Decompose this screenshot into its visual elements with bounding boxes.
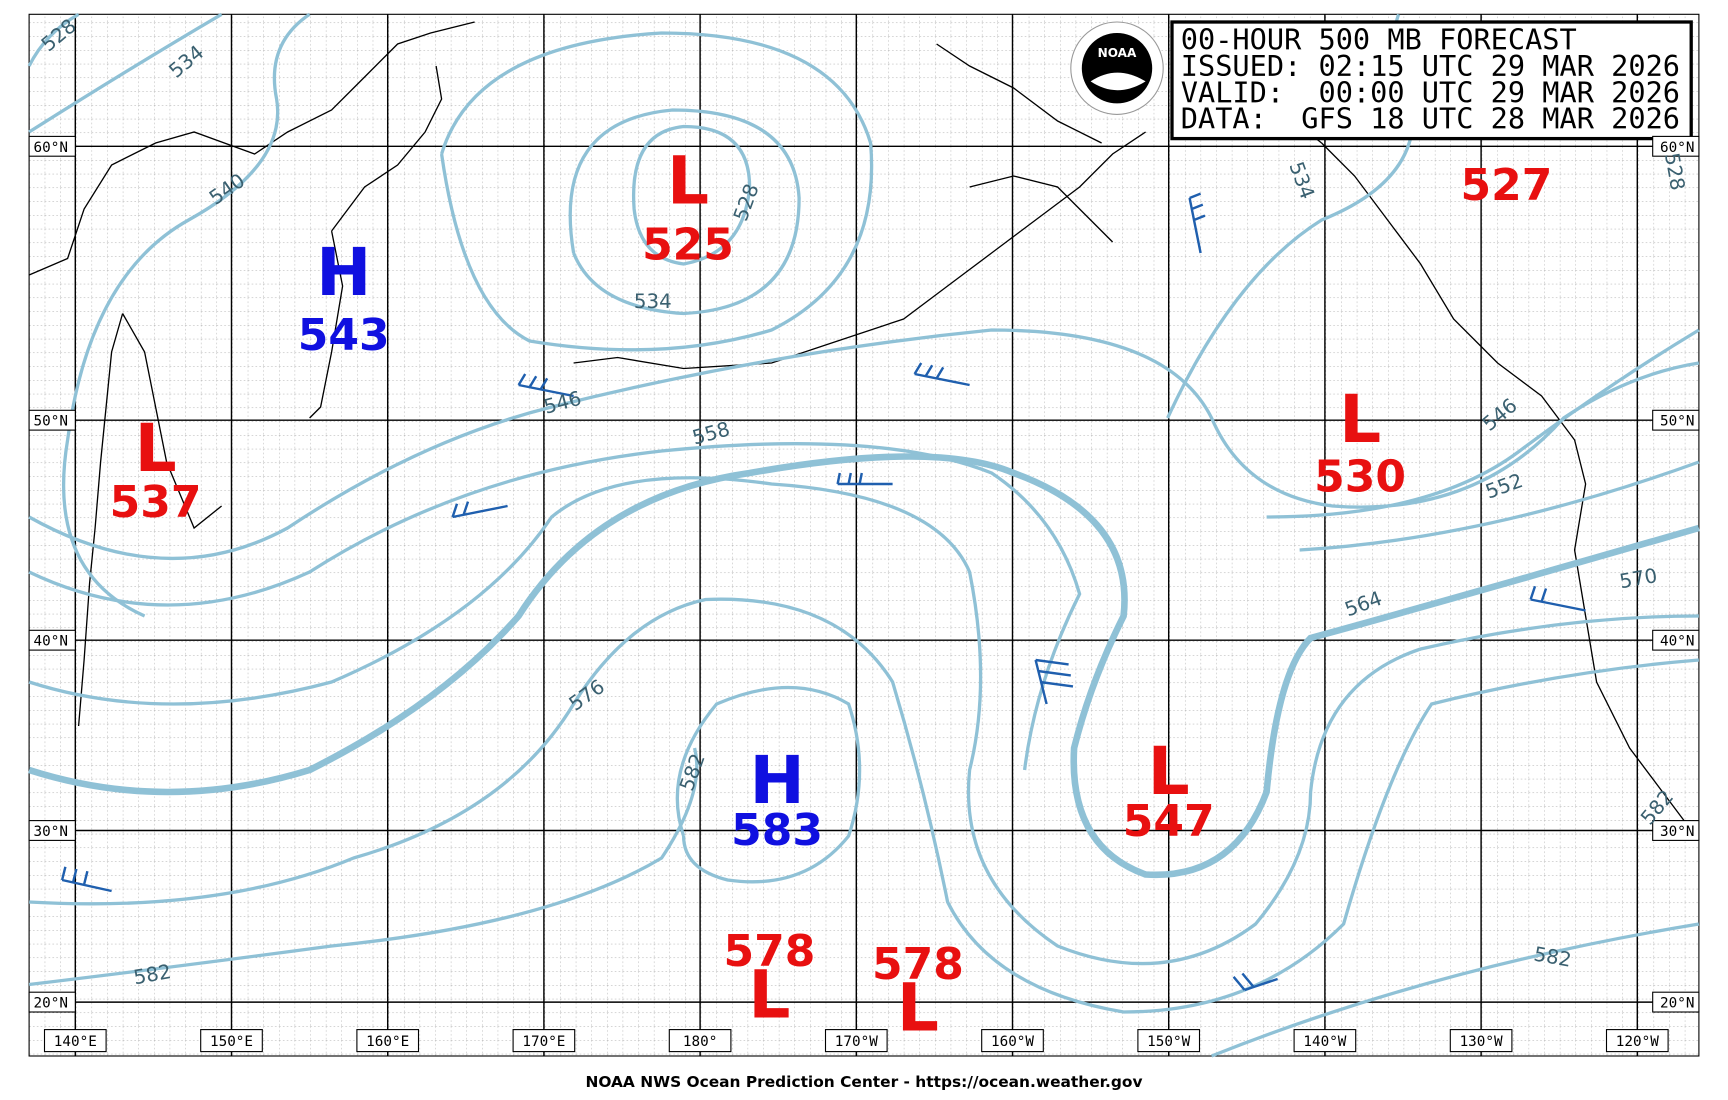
lat-label-box [28, 820, 76, 841]
lat-label: 40°N [1660, 634, 1694, 650]
labels: 140°E 150°E 160°E 170°E 180° 170°W 160°W 150°W 1… [28, 14, 1700, 1053]
contour-label: 534 [634, 290, 672, 313]
map-frame [28, 13, 1700, 1057]
lon-label: 150°W [1147, 1034, 1190, 1050]
logo-text: NOAA [1098, 46, 1137, 60]
lat-label: 30°N [34, 824, 68, 840]
header-line: VALID: 00:00 UTC 29 MAR 2026 [1181, 75, 1680, 109]
logo-disc [1081, 33, 1153, 104]
lon-label-box [356, 1029, 420, 1053]
lon-label: 180° [683, 1034, 717, 1050]
center-value: 583 [731, 805, 823, 856]
center-value: 578 [723, 926, 815, 977]
lon-label-box [668, 1029, 732, 1053]
lon-label-box [43, 1029, 107, 1053]
lon-label-box [1449, 1029, 1513, 1053]
coastlines [28, 21, 1697, 837]
lat-label: 60°N [34, 140, 68, 156]
lon-label-box [1605, 1029, 1669, 1053]
lat-label-box [28, 409, 76, 431]
lon-label: 140°E [54, 1034, 97, 1050]
lon-label: 170°W [835, 1034, 878, 1050]
lon-label: 150°E [210, 1034, 253, 1050]
logo-bird [1090, 72, 1146, 91]
lat-label: 40°N [34, 634, 68, 650]
header-box [1170, 20, 1693, 141]
lon-label: 160°W [991, 1034, 1034, 1050]
center-value: 525 [642, 220, 734, 271]
center-value: 543 [298, 310, 390, 361]
lon-label: 160°E [366, 1034, 409, 1050]
lat-label: 60°N [1660, 140, 1694, 156]
lon-label-box [200, 1029, 263, 1053]
center-letter: L [897, 970, 939, 1047]
noaa-logo: NOAA [1070, 21, 1164, 115]
lon-label-box [981, 1029, 1044, 1053]
lat-label: 20°N [1660, 996, 1694, 1012]
lat-label: 30°N [1660, 824, 1694, 840]
header-line: DATA: GFS 18 UTC 28 MAR 2026 [1181, 102, 1680, 136]
center-letter: H [316, 234, 371, 311]
lat-label: 50°N [1660, 414, 1694, 430]
header-line: 00-HOUR 500 MB FORECAST [1181, 22, 1577, 56]
lon-label: 120°W [1616, 1034, 1659, 1050]
lon-label-box [824, 1029, 888, 1053]
center-letter: L [667, 143, 709, 220]
center-letter: L [135, 410, 177, 487]
lon-label-box [1293, 1029, 1357, 1053]
center-value: 527 [1460, 160, 1552, 211]
lat-label-box [1652, 629, 1700, 651]
lon-label-box [1137, 1029, 1201, 1053]
center-value: 547 [1123, 796, 1215, 847]
center-letter: L [748, 956, 790, 1033]
wind-barbs [60, 192, 1586, 992]
lon-label: 170°E [522, 1034, 565, 1050]
lat-label-box [28, 629, 76, 651]
lat-label: 50°N [34, 414, 68, 430]
center-letter: L [1339, 381, 1381, 458]
lon-label: 140°W [1303, 1034, 1346, 1050]
lat-label-box [28, 991, 76, 1013]
footer: NOAA NWS Ocean Prediction Center - https… [585, 1073, 1142, 1091]
lat-label-box [1652, 409, 1700, 431]
center-letter: L [1148, 733, 1190, 810]
graticule [29, 14, 1699, 1056]
lat-label: 20°N [34, 996, 68, 1012]
center-letter: H [749, 742, 804, 819]
center-value: 530 [1314, 452, 1406, 503]
center-value: 578 [872, 939, 964, 990]
lon-label: 130°W [1460, 1034, 1503, 1050]
header-line: ISSUED: 02:15 UTC 29 MAR 2026 [1181, 49, 1680, 83]
lat-label-box [1652, 135, 1700, 157]
lat-label-box [1652, 820, 1700, 841]
lat-label-box [28, 135, 76, 157]
center-value: 537 [110, 477, 202, 528]
lat-label-box [1652, 991, 1700, 1013]
lon-label-box [512, 1029, 576, 1053]
